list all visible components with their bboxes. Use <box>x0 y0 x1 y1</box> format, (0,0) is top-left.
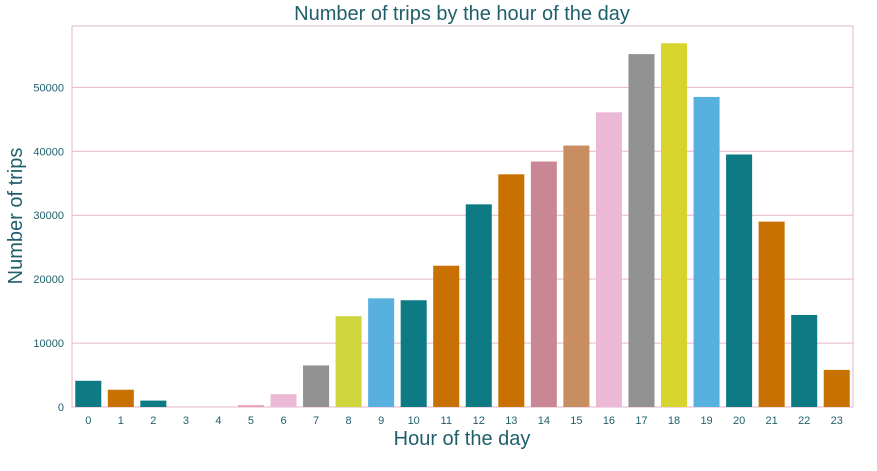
x-tick-label: 16 <box>603 415 615 427</box>
bar-hour-1 <box>107 389 134 407</box>
x-tick-label: 18 <box>668 415 680 427</box>
x-tick-label: 23 <box>831 415 843 427</box>
bar-hour-19 <box>693 96 720 407</box>
x-tick-label: 22 <box>798 415 810 427</box>
x-tick-label: 12 <box>473 415 485 427</box>
x-tick-label: 5 <box>248 415 254 427</box>
bar-hour-18 <box>661 43 688 407</box>
x-tick-label: 19 <box>700 415 712 427</box>
x-tick-label: 17 <box>635 415 647 427</box>
bar-hour-2 <box>140 400 167 407</box>
x-tick-label: 2 <box>150 415 156 427</box>
bar-hour-5 <box>237 405 264 407</box>
y-tick-label: 50000 <box>33 82 64 94</box>
x-axis-label: Hour of the day <box>394 428 531 450</box>
x-tick-label: 0 <box>85 415 91 427</box>
y-axis-label: Number of trips <box>5 148 27 285</box>
x-tick-label: 3 <box>183 415 189 427</box>
bar-hour-13 <box>498 174 525 407</box>
bar-hour-16 <box>595 112 622 407</box>
bar-hour-22 <box>791 314 818 407</box>
x-tick-label: 9 <box>378 415 384 427</box>
bar-hour-7 <box>303 365 330 407</box>
y-tick-labels: 0 10000 20000 30000 40000 50000 <box>33 82 64 414</box>
y-tick-label: 10000 <box>33 338 64 350</box>
x-tick-label: 6 <box>280 415 286 427</box>
x-tick-label: 10 <box>408 415 420 427</box>
bars <box>75 43 850 408</box>
x-tick-label: 14 <box>538 415 550 427</box>
plot-frame <box>71 25 854 408</box>
x-tick-label: 11 <box>441 415 452 427</box>
x-tick-label: 7 <box>313 415 319 427</box>
bar-hour-15 <box>563 145 590 408</box>
x-tick-labels: 0 1 2 3 4 5 6 7 8 9 10 11 12 13 14 15 16 17 18 19 20 21 22 23 <box>85 415 843 427</box>
x-tick-label: 1 <box>118 415 124 427</box>
y-tick-label: 20000 <box>33 274 64 286</box>
bar-hour-20 <box>726 154 753 407</box>
bar-hour-9 <box>368 298 395 407</box>
x-tick-label: 15 <box>570 415 582 427</box>
x-tick-label: 21 <box>766 415 778 427</box>
y-tick-label: 40000 <box>33 146 64 158</box>
x-tick-label: 13 <box>505 415 517 427</box>
y-tick-label: 30000 <box>33 210 64 222</box>
bar-hour-23 <box>823 369 850 407</box>
x-tick-label: 4 <box>215 415 221 427</box>
y-tick-label: 0 <box>58 402 64 414</box>
bar-hour-11 <box>433 265 460 407</box>
bar-hour-21 <box>758 221 785 407</box>
x-tick-label: 8 <box>346 415 352 427</box>
chart-title: Number of trips by the hour of the day <box>294 3 630 25</box>
bar-hour-14 <box>530 161 557 407</box>
x-tick-label: 20 <box>733 415 745 427</box>
bar-hour-0 <box>75 380 102 407</box>
bar-hour-6 <box>270 394 297 407</box>
bar-hour-8 <box>335 316 362 407</box>
bar-hour-17 <box>628 54 655 408</box>
bar-hour-10 <box>400 300 427 407</box>
bar-hour-12 <box>465 204 492 407</box>
